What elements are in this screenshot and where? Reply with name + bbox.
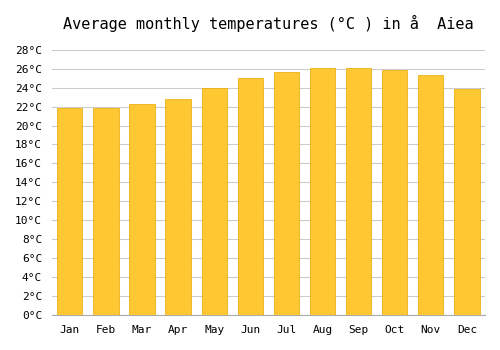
Title: Average monthly temperatures (°C ) in å  Aiea: Average monthly temperatures (°C ) in å …: [63, 15, 474, 32]
Bar: [202, 88, 227, 315]
Bar: [93, 108, 118, 315]
Bar: [57, 108, 82, 315]
Bar: [310, 68, 335, 315]
Bar: [418, 75, 444, 315]
Bar: [274, 72, 299, 315]
Bar: [454, 89, 479, 315]
Bar: [346, 68, 372, 315]
Bar: [238, 78, 263, 315]
Bar: [166, 99, 190, 315]
Bar: [382, 70, 407, 315]
Bar: [130, 104, 154, 315]
